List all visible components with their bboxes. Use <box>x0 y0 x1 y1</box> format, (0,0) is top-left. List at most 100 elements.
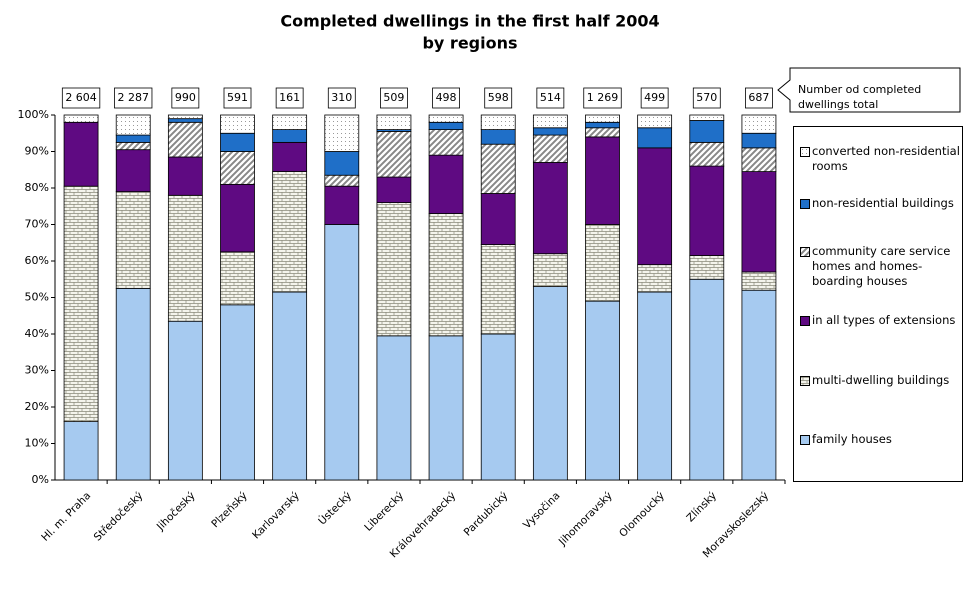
total-label: 598 <box>488 91 509 104</box>
bar-segment <box>376 335 412 481</box>
x-tick-label: Zlínský <box>684 490 719 525</box>
total-box <box>327 87 356 109</box>
bar-segment <box>272 171 308 293</box>
total-box <box>536 87 565 109</box>
x-tick-label: Ústecký <box>316 489 354 527</box>
bar-segment <box>115 134 151 143</box>
bar-segment <box>115 114 151 136</box>
total-label: 2 287 <box>117 91 149 104</box>
legend-label: in all types of extensions <box>812 313 956 327</box>
y-tick-label: 20% <box>25 400 49 413</box>
bar-segment <box>741 132 777 149</box>
x-tick-label: Jihomoravský <box>556 490 615 549</box>
bar-segment <box>532 114 568 129</box>
total-box <box>583 87 622 109</box>
total-label: 570 <box>696 91 717 104</box>
bar-segment <box>63 421 99 481</box>
bar-segment <box>689 165 725 256</box>
total-box <box>745 87 773 109</box>
annotation: Number od completed <box>798 83 921 96</box>
bar-segment <box>272 114 308 131</box>
bar-segment <box>585 224 620 302</box>
bar-segment <box>167 121 203 158</box>
bar-segment <box>115 191 151 289</box>
legend-swatch <box>800 199 810 209</box>
bar-segment <box>324 151 360 176</box>
bar-segment <box>376 114 412 131</box>
legend-swatch <box>800 147 810 157</box>
legend-label: non-residential buildings <box>812 196 954 210</box>
y-tick-label: 60% <box>25 254 49 267</box>
x-tick-label: Vysočina <box>521 490 563 532</box>
bar-segment <box>532 286 568 481</box>
bar-segment <box>63 121 99 187</box>
legend-item: multi-dwelling buildings <box>800 373 960 388</box>
total-box <box>380 87 408 109</box>
bar-segment <box>220 183 255 253</box>
total-box <box>61 87 101 109</box>
x-tick-label: Liberecký <box>362 490 406 534</box>
bar-segment <box>324 185 360 225</box>
bar-segment <box>741 271 777 291</box>
total-box <box>114 87 153 109</box>
bar-segment <box>532 162 568 255</box>
bar-segment <box>428 114 464 123</box>
bar-segment <box>480 143 516 194</box>
bar-segment <box>428 335 464 481</box>
bar-segment <box>428 121 464 131</box>
bar-segment <box>741 171 777 273</box>
bar-segment <box>585 127 620 138</box>
total-label: 310 <box>331 91 352 104</box>
total-box <box>432 87 460 109</box>
legend-item: non-residential buildings <box>800 196 960 211</box>
bar-segment <box>428 213 464 337</box>
bar-segment <box>637 291 673 481</box>
total-label: 161 <box>279 91 300 104</box>
bar-segment <box>585 114 620 123</box>
bar-segment <box>376 176 412 204</box>
annotation: dwellings total <box>798 98 878 111</box>
legend-swatch <box>800 316 810 326</box>
bar-segment <box>585 136 620 225</box>
total-label: 509 <box>383 91 404 104</box>
bar-segment <box>585 121 620 129</box>
total-box <box>275 87 304 109</box>
bar-segment <box>376 131 412 178</box>
bar-segment <box>272 291 308 481</box>
total-label: 591 <box>227 91 248 104</box>
bar-segment <box>480 244 516 335</box>
legend-label: converted non-residential rooms <box>812 144 960 173</box>
bar-segment <box>220 304 255 481</box>
bar-segment <box>741 114 777 134</box>
y-tick-label: 80% <box>25 181 49 194</box>
bar-segment <box>689 278 725 481</box>
bar-segment <box>428 129 464 156</box>
bar-segment <box>689 120 725 143</box>
bar-segment <box>324 114 360 152</box>
total-label: 2 604 <box>65 91 97 104</box>
bar-segment <box>480 193 516 245</box>
total-label: 687 <box>748 91 769 104</box>
y-tick-label: 30% <box>25 364 49 377</box>
bar-segment <box>115 287 151 481</box>
legend-item: converted non-residential rooms <box>800 144 960 174</box>
bar-segment <box>480 333 516 481</box>
bar-segment <box>167 118 203 123</box>
bar-segment <box>220 251 255 306</box>
total-box <box>171 87 200 109</box>
bar-segment <box>532 253 568 287</box>
legend-item: community care service homes and homes-b… <box>800 244 960 289</box>
bar-segment <box>63 114 99 123</box>
bar-segment <box>272 141 308 172</box>
chart-title: Completed dwellings in the first half 20… <box>280 12 659 31</box>
legend-swatch <box>800 435 810 445</box>
bar-segment <box>115 149 151 193</box>
y-tick-label: 100% <box>18 108 49 121</box>
legend: converted non-residential rooms non-resid… <box>793 126 963 482</box>
y-tick-label: 0% <box>32 473 49 486</box>
x-tick-label: Středočeský <box>92 490 146 544</box>
x-tick-label: Karlovarský <box>250 490 302 542</box>
bar-segment <box>167 320 203 481</box>
bar-segment <box>167 156 203 196</box>
